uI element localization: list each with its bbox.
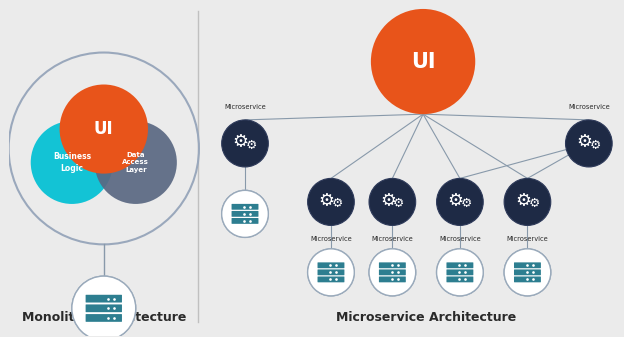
Ellipse shape [371, 9, 475, 114]
Text: Microservice: Microservice [224, 103, 266, 110]
FancyBboxPatch shape [318, 276, 344, 282]
Ellipse shape [95, 121, 177, 204]
Text: ⚙: ⚙ [319, 192, 334, 210]
Text: Monolithic Architecture: Monolithic Architecture [22, 311, 186, 324]
FancyBboxPatch shape [85, 295, 122, 303]
FancyBboxPatch shape [446, 276, 474, 282]
Text: ⚙: ⚙ [393, 197, 404, 210]
Text: ⚙: ⚙ [577, 133, 593, 151]
Text: Microservice Architecture: Microservice Architecture [336, 311, 516, 324]
Text: Microservice: Microservice [568, 103, 610, 110]
FancyBboxPatch shape [514, 276, 541, 282]
FancyBboxPatch shape [232, 211, 258, 217]
Ellipse shape [369, 249, 416, 296]
Text: Microservice: Microservice [371, 236, 413, 242]
Ellipse shape [369, 178, 416, 225]
Ellipse shape [59, 85, 148, 174]
Ellipse shape [565, 120, 612, 167]
Text: Data
Access
Layer: Data Access Layer [122, 152, 149, 173]
FancyBboxPatch shape [514, 263, 541, 268]
FancyBboxPatch shape [379, 263, 406, 268]
FancyBboxPatch shape [514, 269, 541, 275]
Ellipse shape [72, 276, 135, 337]
Text: UI: UI [94, 120, 114, 138]
Ellipse shape [504, 249, 551, 296]
FancyBboxPatch shape [446, 263, 474, 268]
Text: ⚙: ⚙ [447, 192, 464, 210]
Text: ⚙: ⚙ [332, 197, 343, 210]
FancyBboxPatch shape [379, 269, 406, 275]
Text: Microservice: Microservice [439, 236, 480, 242]
FancyBboxPatch shape [85, 304, 122, 312]
FancyBboxPatch shape [85, 314, 122, 322]
Text: ⚙: ⚙ [590, 139, 601, 152]
FancyBboxPatch shape [379, 276, 406, 282]
Ellipse shape [437, 249, 483, 296]
Text: ⚙: ⚙ [461, 197, 472, 210]
FancyBboxPatch shape [232, 218, 258, 224]
Text: ⚙: ⚙ [380, 192, 396, 210]
Text: ⚙: ⚙ [529, 197, 540, 210]
FancyBboxPatch shape [446, 269, 474, 275]
Ellipse shape [504, 178, 551, 225]
Ellipse shape [31, 121, 113, 204]
Text: Microservice: Microservice [507, 236, 548, 242]
Ellipse shape [308, 249, 354, 296]
FancyBboxPatch shape [232, 204, 258, 210]
FancyBboxPatch shape [318, 269, 344, 275]
Text: Business
Logic: Business Logic [53, 152, 91, 173]
Text: Microservice: Microservice [310, 236, 352, 242]
Text: ⚙: ⚙ [515, 192, 531, 210]
Ellipse shape [308, 178, 354, 225]
Ellipse shape [437, 178, 483, 225]
Text: UI: UI [411, 52, 436, 71]
Ellipse shape [222, 120, 268, 167]
FancyBboxPatch shape [318, 263, 344, 268]
Text: ⚙: ⚙ [246, 139, 257, 152]
Ellipse shape [222, 190, 268, 237]
Text: ⚙: ⚙ [233, 133, 249, 151]
